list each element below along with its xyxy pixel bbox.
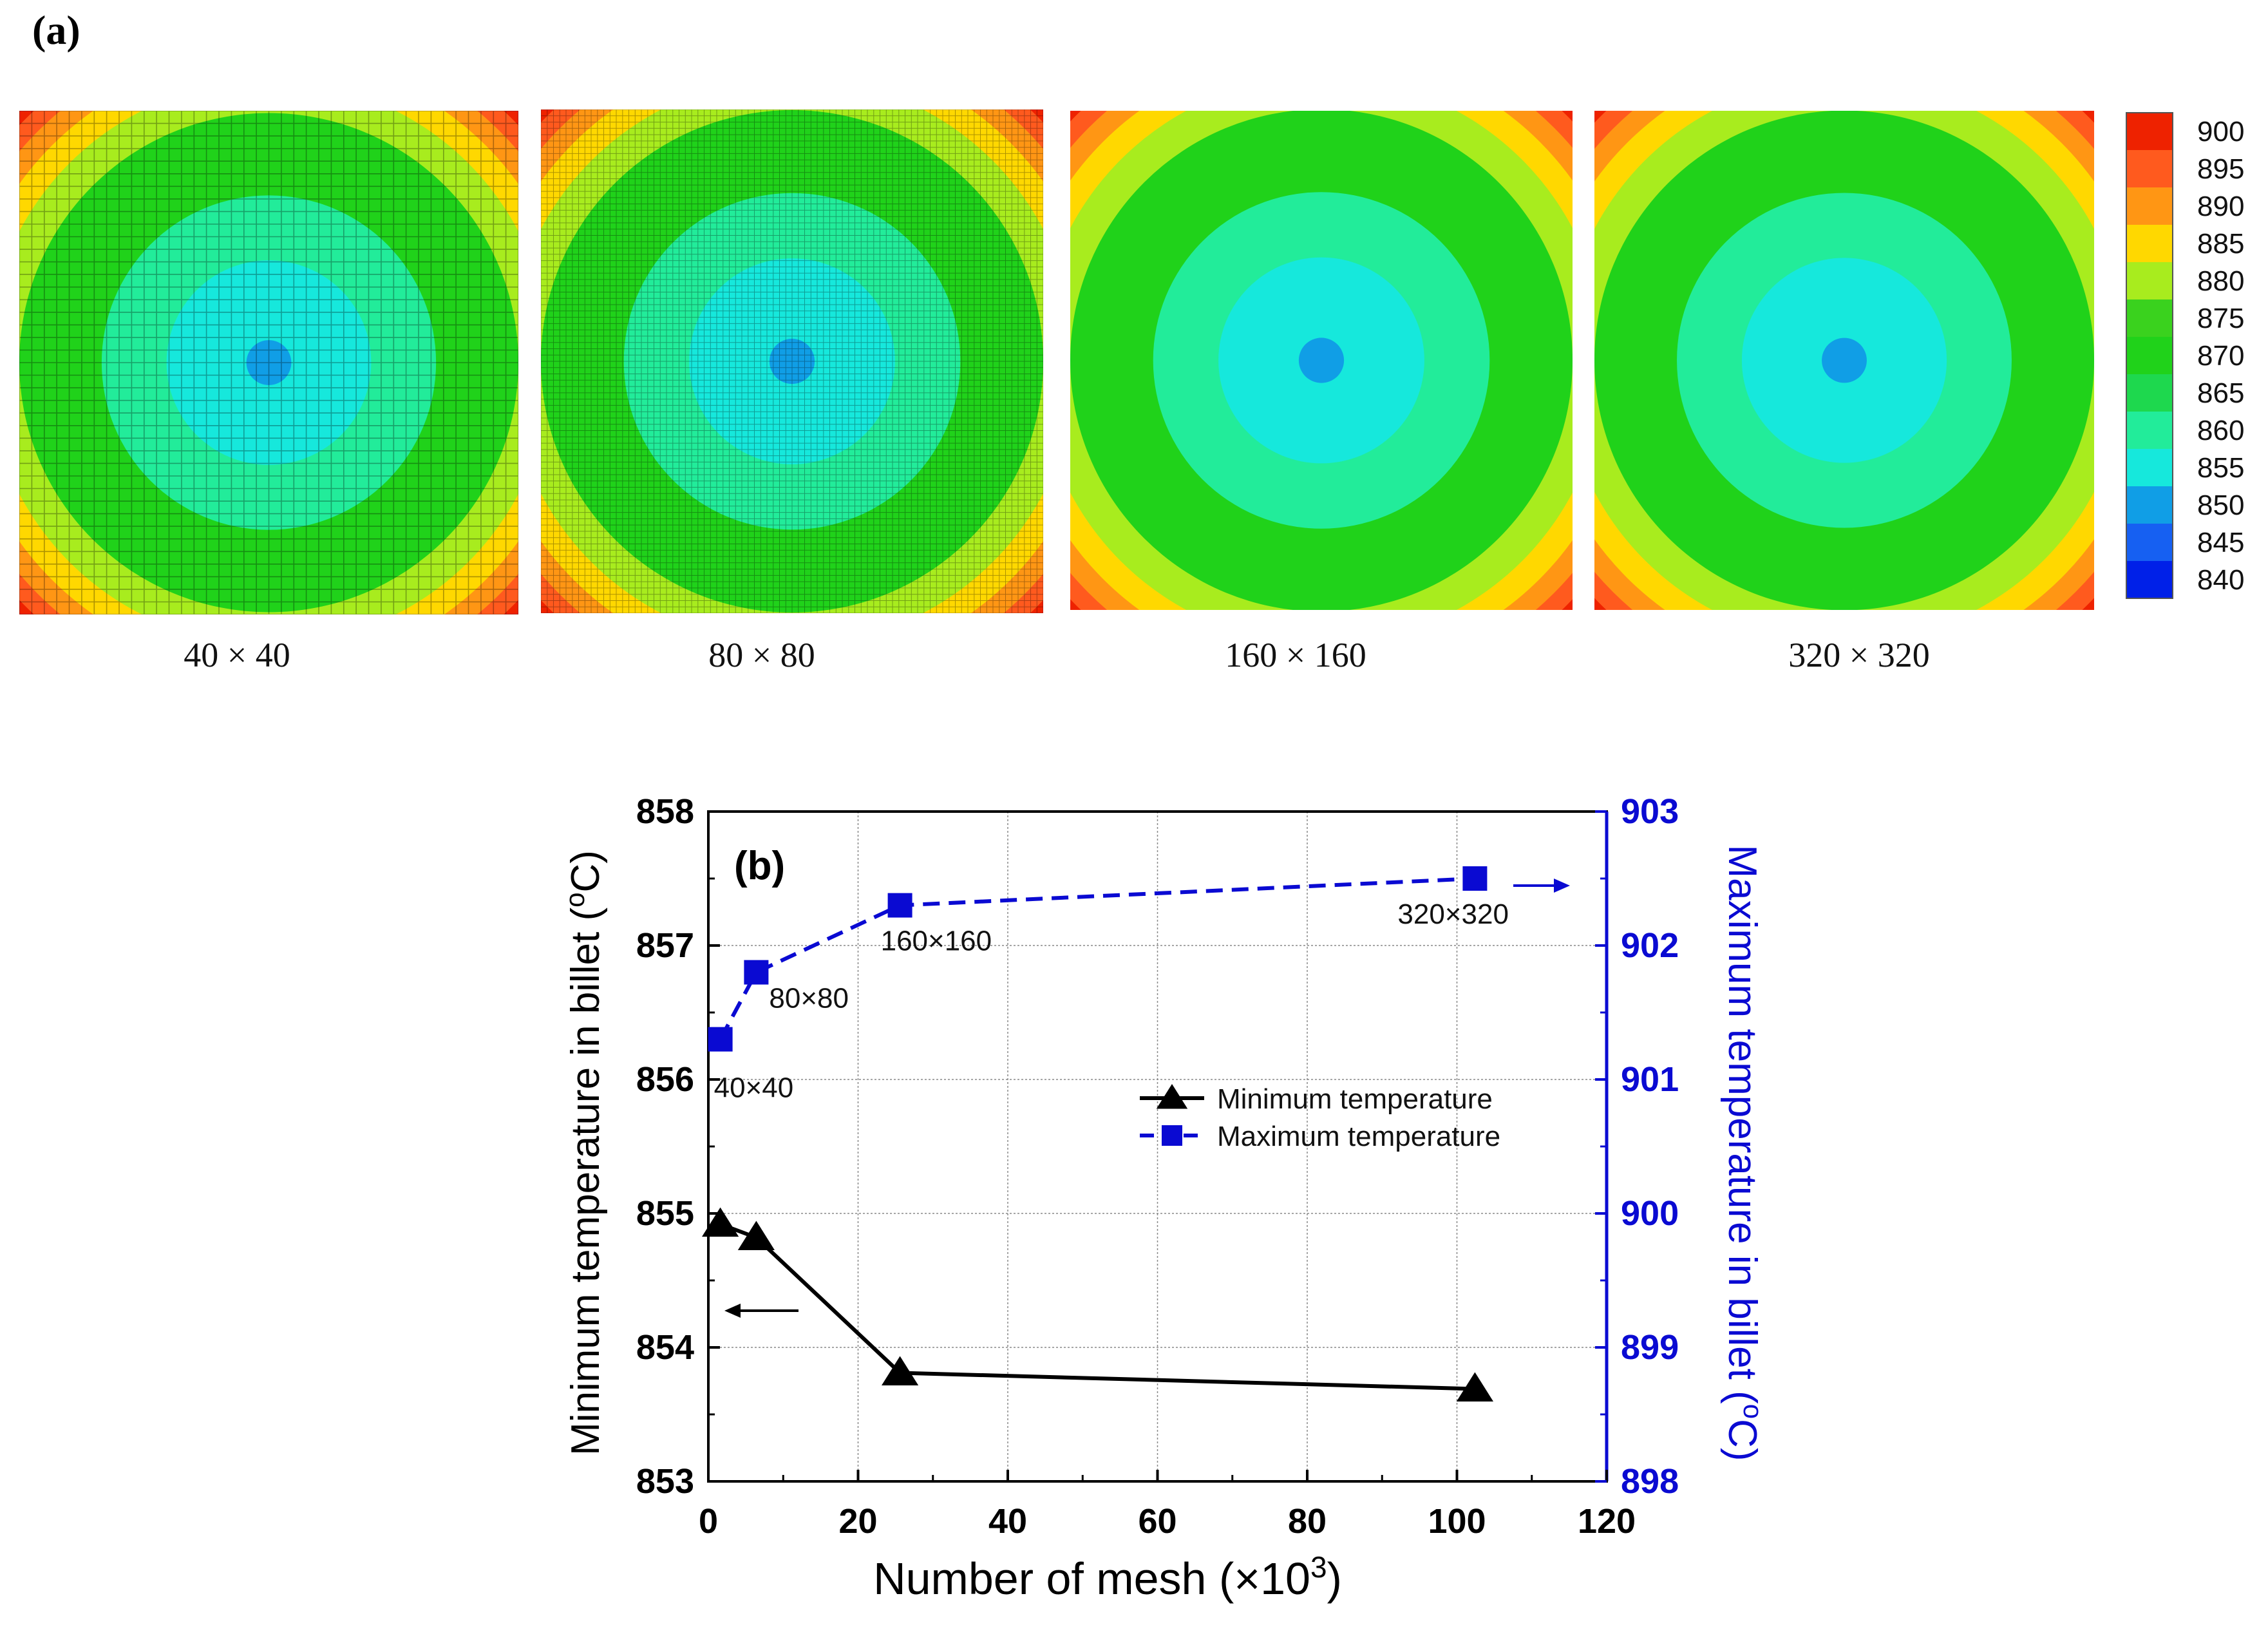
legend-swatch-855: [2126, 449, 2173, 486]
legend-swatch-865: [2126, 374, 2173, 412]
y-left-tick-label: 853: [636, 1462, 694, 1501]
legend-swatch-850: [2126, 486, 2173, 524]
point-minimum-temperature: [702, 1207, 739, 1237]
legend-label: 880: [2197, 265, 2244, 297]
point-label: 80×80: [769, 983, 849, 1014]
point-maximum-temperature: [1462, 866, 1488, 891]
contour-band: [1822, 337, 1867, 383]
legend-label: 850: [2197, 489, 2244, 521]
legend-marker-triangle: [1156, 1084, 1188, 1109]
series-line-maximum-temperature: [718, 877, 1475, 1041]
contour-band: [1298, 337, 1345, 383]
point-minimum-temperature: [737, 1221, 775, 1250]
x-tick-label: 20: [838, 1502, 877, 1541]
legend-label: 865: [2197, 377, 2244, 409]
point-maximum-temperature: [887, 893, 912, 918]
legend-swatch-870: [2126, 337, 2173, 374]
mesh-label: 80 × 80: [708, 636, 815, 674]
contour-map-2: [541, 109, 1043, 613]
point-maximum-temperature: [708, 1027, 733, 1052]
x-axis-title: Number of mesh (×103): [873, 1550, 1342, 1604]
grid-lines: [708, 812, 1607, 1481]
point-label: 40×40: [714, 1072, 794, 1104]
y-left-tick-label: 854: [636, 1328, 694, 1367]
y-right-tick-label: 900: [1621, 1194, 1679, 1233]
legend-marker-square: [1162, 1125, 1182, 1146]
series-line-minimum-temperature: [719, 1222, 1475, 1391]
mesh-label: 320 × 320: [1788, 636, 1929, 674]
point-maximum-temperature: [744, 960, 769, 985]
x-tick-label: 100: [1428, 1502, 1486, 1541]
point-label: 320×320: [1397, 898, 1509, 930]
x-tick-label: 40: [988, 1502, 1027, 1541]
y-right-tick-label: 898: [1621, 1462, 1679, 1501]
y-axis-left-title: Minimum temperature in billet (oC): [560, 850, 609, 1456]
mesh-label: 160 × 160: [1225, 636, 1366, 674]
panel-b-label: (b): [734, 844, 785, 888]
y-right-tick-label: 902: [1621, 926, 1679, 965]
legend-label: 860: [2197, 415, 2244, 446]
x-tick-label: 60: [1138, 1502, 1177, 1541]
legend-swatch-875: [2126, 299, 2173, 337]
legend-label: Maximum temperature: [1217, 1121, 1500, 1152]
legend-swatch-860: [2126, 412, 2173, 449]
legend-swatch-845: [2126, 524, 2173, 561]
legend-label: 900: [2197, 116, 2244, 147]
y-right-tick-label: 899: [1621, 1328, 1679, 1367]
y-left-tick-label: 856: [636, 1060, 694, 1099]
y-right-tick-label: 901: [1621, 1060, 1679, 1099]
point-minimum-temperature: [1456, 1372, 1493, 1402]
legend-label: Minimum temperature: [1217, 1083, 1493, 1115]
y-right-tick-label: 903: [1621, 792, 1679, 831]
contour-panel: 40 × 40 80 × 80 160 × 160 320 × 320 900 895 89…: [19, 109, 2244, 674]
legend-frame: [2126, 112, 2173, 599]
max-axis-arrow-head: [1554, 879, 1570, 893]
legend-swatch-890: [2126, 187, 2173, 225]
min-axis-arrow-head: [724, 1304, 741, 1318]
contour-band: [769, 338, 815, 385]
panel-a-label: (a): [32, 7, 80, 53]
x-tick-label: 120: [1578, 1502, 1636, 1541]
legend-label: 845: [2197, 527, 2244, 558]
legend-label: 855: [2197, 452, 2244, 484]
legend-label: 890: [2197, 191, 2244, 222]
y-axis-right-title: Maximum temperature in billet (oC): [1720, 844, 1769, 1461]
contour-map-1: [19, 111, 518, 614]
legend-swatch-840: [2126, 561, 2173, 598]
legend-label: 840: [2197, 564, 2244, 596]
legend-label: 875: [2197, 303, 2244, 334]
mesh-convergence-chart: (b) Number of mesh (×103) Minimum temper…: [560, 792, 1769, 1604]
mesh-grid: [541, 109, 1043, 613]
legend-swatch-885: [2126, 225, 2173, 262]
mesh-grid: [19, 111, 518, 614]
x-tick-label: 80: [1288, 1502, 1327, 1541]
y-left-tick-label: 858: [636, 792, 694, 831]
contour-map-3: [1070, 111, 1573, 610]
x-tick-label: 0: [699, 1502, 718, 1541]
y-left-tick-label: 855: [636, 1194, 694, 1233]
legend-label: 885: [2197, 228, 2244, 260]
contour-band: [246, 340, 292, 385]
point-minimum-temperature: [882, 1356, 919, 1386]
legend-swatch-895: [2126, 150, 2173, 187]
mesh-label: 40 × 40: [184, 636, 290, 674]
legend-swatch-880: [2126, 262, 2173, 299]
legend-label: 870: [2197, 340, 2244, 372]
point-label: 160×160: [881, 926, 992, 957]
legend-label: 895: [2197, 153, 2244, 185]
y-left-tick-label: 857: [636, 926, 694, 965]
contour-map-4: [1594, 111, 2094, 610]
legend-swatch-900: [2126, 113, 2173, 150]
